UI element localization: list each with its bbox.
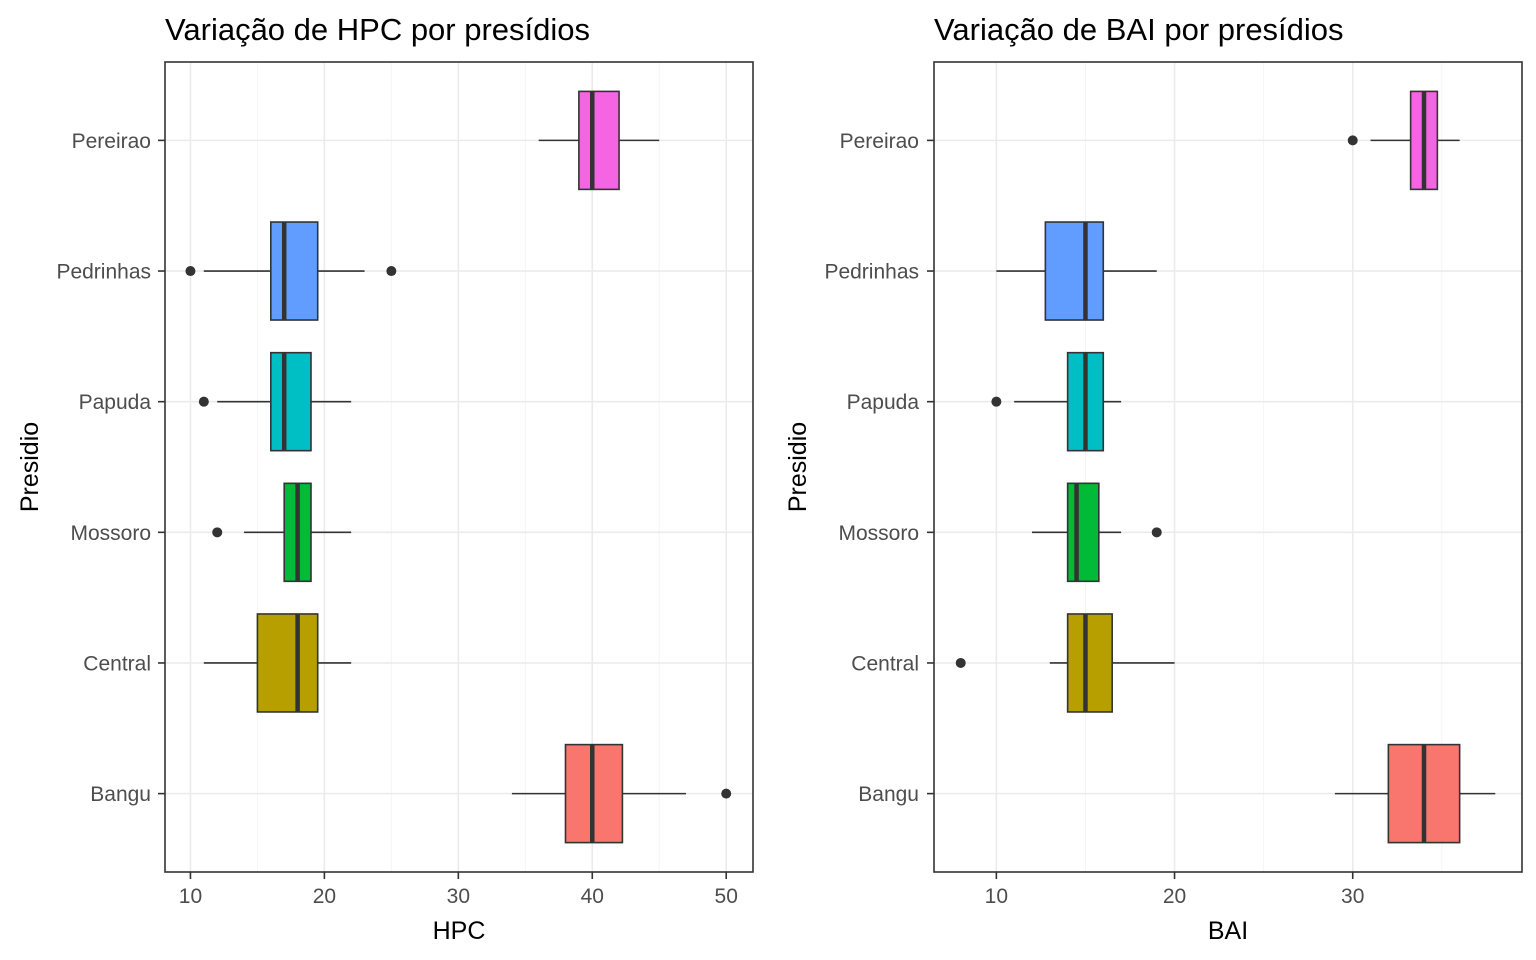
y-axis-title: Presidio (784, 422, 812, 512)
x-axis-title: BAI (1208, 917, 1248, 945)
box-iqr (270, 221, 319, 321)
grid (165, 62, 753, 872)
outlier-point (1347, 135, 1358, 146)
x-tick-label: 30 (447, 885, 470, 908)
box-bangu (1334, 743, 1496, 844)
panel-border (933, 61, 1523, 873)
y-tick-label: Mossoro (838, 522, 919, 545)
box-pedrinhas (185, 221, 397, 321)
box-pereirao (538, 90, 660, 191)
bai-chart: Variação de BAI por presídios Bangu Centra… (784, 12, 1523, 945)
box-papuda (991, 351, 1122, 452)
x-tick-label: 50 (715, 885, 738, 908)
box-mossoro (1032, 482, 1162, 583)
outlier-point (955, 657, 966, 668)
x-tick-label: 40 (581, 885, 604, 908)
y-axis-title: Presidio (16, 422, 44, 512)
x-axis-title: HPC (433, 917, 486, 945)
hpc-chart: Variação de HPC por presídios Bangu Centra… (16, 12, 754, 945)
y-tick-label: Pereirao (840, 130, 919, 153)
y-tick-label: Central (83, 652, 151, 675)
outlier-point (198, 396, 209, 407)
x-tick-label: 30 (1341, 885, 1364, 908)
y-tick-label: Bangu (90, 783, 151, 806)
y-tick-label: Papuda (847, 391, 920, 414)
box-iqr (1044, 221, 1105, 321)
box-iqr (578, 90, 620, 191)
box-central (955, 613, 1175, 713)
outlier-point (1151, 527, 1162, 538)
box-iqr (270, 351, 312, 452)
box-central (203, 613, 352, 713)
x-tick-label: 20 (313, 885, 336, 908)
outlier-point (185, 266, 196, 277)
y-tick-label: Papuda (79, 391, 152, 414)
box-iqr (1066, 482, 1100, 583)
chart-title: Variação de BAI por presídios (934, 12, 1344, 47)
outlier-point (386, 266, 397, 277)
x-tick-label: 20 (1163, 885, 1186, 908)
y-tick-label: Central (851, 652, 919, 675)
chart-title: Variação de HPC por presídios (165, 12, 590, 47)
outlier-point (721, 788, 732, 799)
x-tick-label: 10 (179, 885, 202, 908)
outlier-point (212, 527, 223, 538)
y-tick-label: Pereirao (72, 130, 151, 153)
box-pereirao (1347, 90, 1460, 191)
box-iqr (1066, 613, 1113, 713)
outlier-point (991, 396, 1002, 407)
y-tick-label: Mossoro (70, 522, 151, 545)
box-pedrinhas (996, 221, 1157, 321)
box-papuda (198, 351, 352, 452)
box-mossoro (212, 482, 352, 583)
x-tick-label: 10 (985, 885, 1008, 908)
y-tick-label: Bangu (858, 783, 919, 806)
box-bangu (511, 743, 732, 844)
box-iqr (256, 613, 319, 713)
y-tick-label: Pedrinhas (56, 261, 151, 284)
y-tick-label: Pedrinhas (824, 261, 919, 284)
